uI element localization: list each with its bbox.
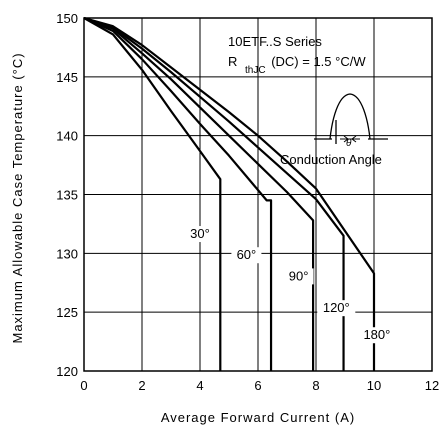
- series-curve-180deg: [83, 16, 376, 371]
- series-label-bg: [317, 300, 356, 317]
- y-tick-label: 145: [56, 70, 78, 85]
- tick-labels: 0 2 4 6 8 10 12 150 145 140 135 130 125 120: [56, 11, 439, 393]
- svg-text:θ: θ: [346, 138, 352, 149]
- x-tick-label: 2: [138, 378, 145, 393]
- x-tick-label: 10: [367, 378, 381, 393]
- series-curve-60deg: [83, 16, 273, 371]
- series-label: 30°: [190, 226, 210, 241]
- series-curve-90deg: [83, 16, 315, 371]
- rth-subscript: thJC: [245, 65, 266, 76]
- x-axis-title: Average Forward Current (A): [161, 410, 355, 425]
- y-axis-title: Maximum Allowable Case Temperature (°C): [10, 52, 25, 343]
- series-label: 90°: [289, 268, 309, 283]
- rth-suffix: (DC) = 1.5 °C/W: [271, 54, 366, 69]
- y-tick-label: 125: [56, 305, 78, 320]
- curves: [83, 16, 376, 371]
- y-tick-label: 135: [56, 188, 78, 203]
- series-label-bg: [231, 247, 262, 264]
- x-tick-label: 0: [80, 378, 87, 393]
- y-tick-label: 150: [56, 11, 78, 26]
- series-label-bg: [185, 226, 215, 243]
- conduction-angle-icon: θ: [314, 93, 388, 149]
- rth-prefix: R: [228, 54, 237, 69]
- x-tick-label: 4: [196, 378, 203, 393]
- y-tick-label: 120: [56, 364, 78, 379]
- series-label-bg: [283, 268, 314, 285]
- rth-label: R thJC (DC) = 1.5 °C/W: [228, 54, 366, 76]
- series-label: 180°: [363, 327, 390, 342]
- y-tick-label: 130: [56, 246, 78, 261]
- series-name-label: 10ETF..S Series: [228, 34, 322, 49]
- curve-labels: 30° 60° 90° 120° 180°: [185, 226, 396, 344]
- plot-frame: [83, 17, 433, 372]
- conduction-angle-label: Conduction Angle: [280, 152, 382, 167]
- x-tick-label: 6: [254, 378, 261, 393]
- annotation-box: 10ETF..S Series R thJC (DC) = 1.5 °C/W θ…: [228, 34, 388, 167]
- series-label: 60°: [237, 247, 257, 262]
- x-tick-label: 12: [425, 378, 439, 393]
- y-tick-label: 140: [56, 129, 78, 144]
- series-curve-120deg: [83, 16, 345, 371]
- series-label: 120°: [323, 300, 350, 315]
- x-tick-label: 8: [312, 378, 319, 393]
- series-label-bg: [357, 327, 396, 344]
- series-curve-30deg: [83, 17, 222, 371]
